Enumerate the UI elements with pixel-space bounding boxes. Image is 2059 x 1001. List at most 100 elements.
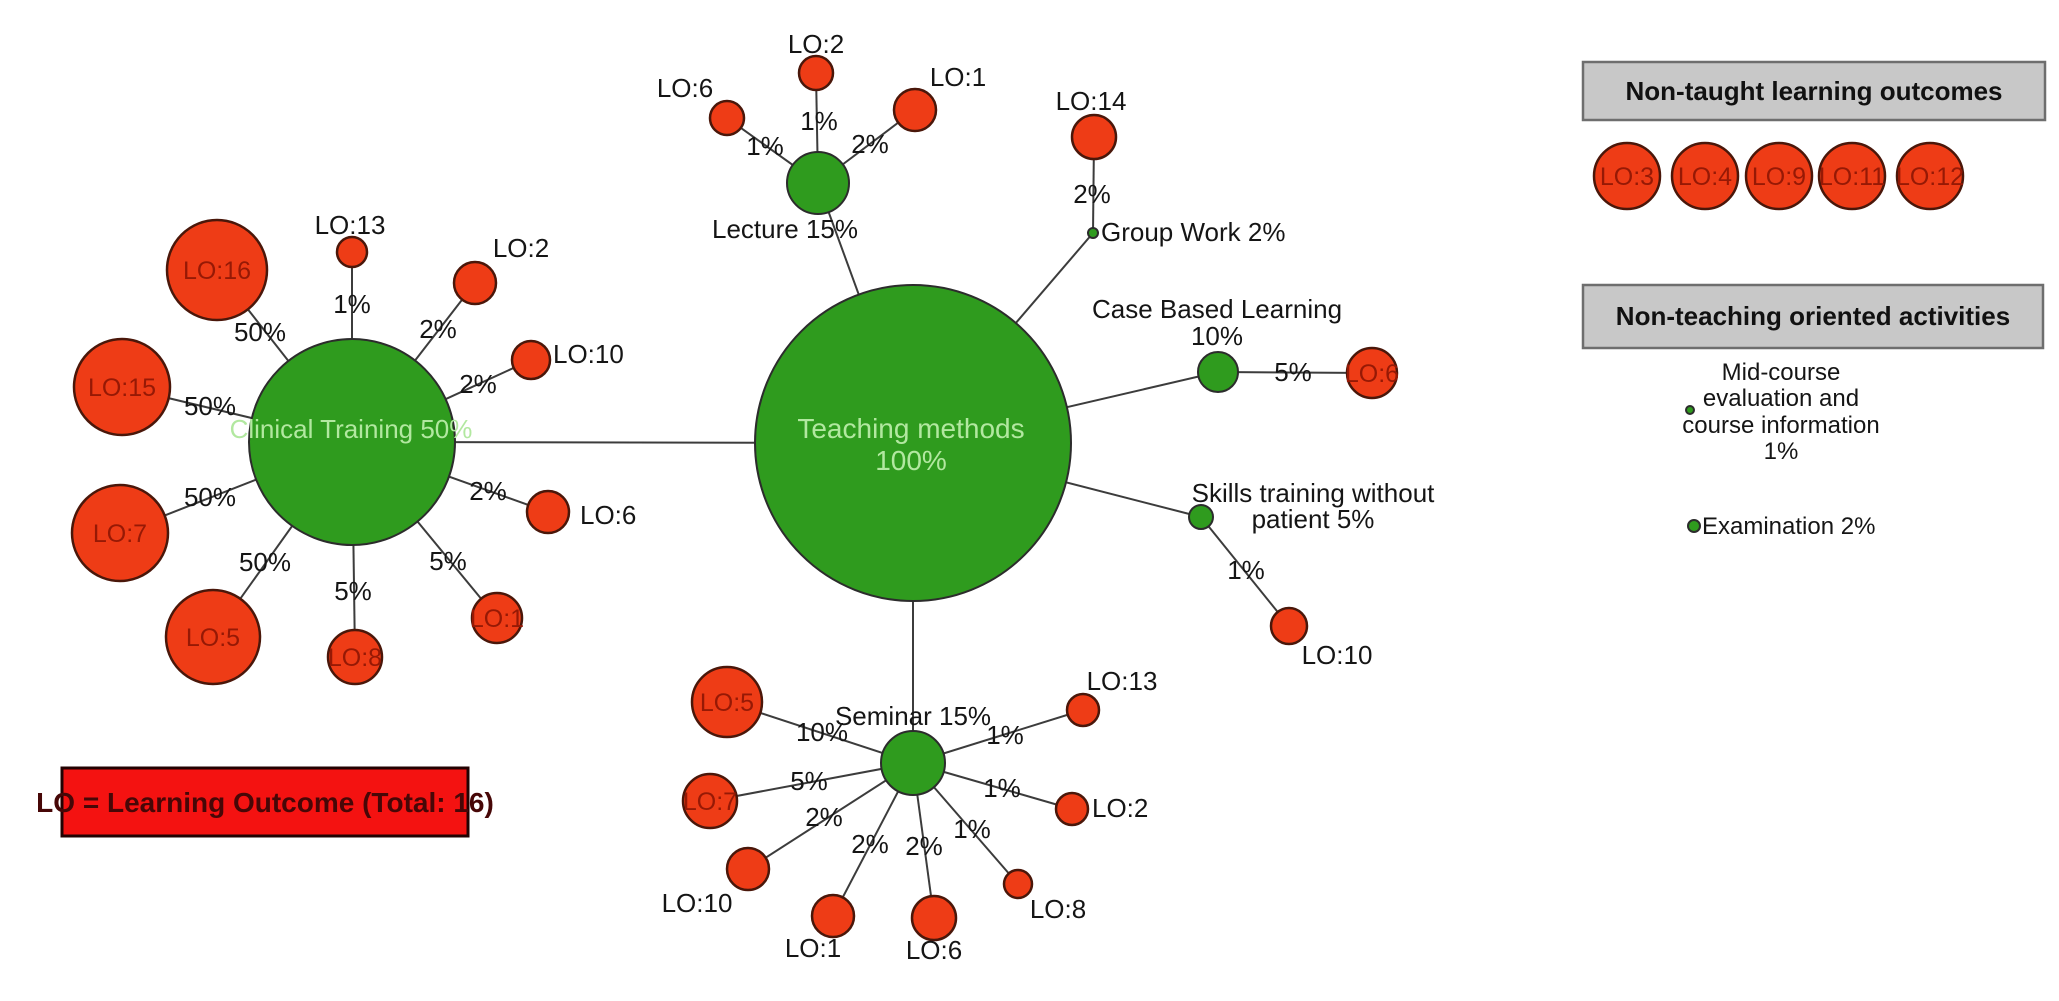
clinical-lo16-pct: 50% bbox=[234, 317, 286, 347]
node-seminar-lo5 bbox=[690, 665, 764, 739]
node-teaching-methods bbox=[754, 284, 1072, 602]
non-taught-lo12-label: LO:12 bbox=[1896, 163, 1964, 191]
groupwork-lo14-label: LO:14 bbox=[1056, 86, 1127, 116]
lecture-lo6-label: LO:6 bbox=[657, 73, 713, 103]
clinical-lo1-pct: 5% bbox=[429, 546, 467, 576]
seminar-lo6-pct: 2% bbox=[905, 831, 943, 861]
node-clinical-lo1 bbox=[470, 591, 524, 645]
non-taught-lo3-label: LO:3 bbox=[1600, 163, 1654, 191]
seminar-lo5-label: LO:5 bbox=[700, 689, 754, 717]
lecture-lo1-pct: 2% bbox=[851, 129, 889, 159]
node-seminar-lo7 bbox=[681, 772, 739, 830]
seminar-lo8-label: LO:8 bbox=[1030, 894, 1086, 924]
clinical-lo6-label: LO:6 bbox=[580, 500, 636, 530]
clinical-lo7-label: LO:7 bbox=[93, 520, 147, 548]
clinical-lo5-pct: 50% bbox=[239, 547, 291, 577]
seminar-label: Seminar 15% bbox=[835, 701, 991, 731]
panel-non-teaching: Non-teaching oriented activities Mid-cou… bbox=[1581, 283, 2045, 540]
legend-note-text: LO = Learning Outcome (Total: 16) bbox=[36, 787, 494, 818]
clinical-lo1-label: LO:1 bbox=[470, 605, 524, 633]
casebased-lo6-pct: 5% bbox=[1274, 357, 1312, 387]
mid-course-line1: Mid-course bbox=[1722, 359, 1841, 386]
node-seminar-lo8 bbox=[1002, 868, 1034, 900]
node-seminar-lo13 bbox=[1065, 692, 1101, 728]
node-lecture-lo2 bbox=[797, 54, 835, 92]
node-seminar-lo2 bbox=[1054, 791, 1090, 827]
teaching-methods-pct: 100% bbox=[875, 445, 947, 476]
non-taught-lo12-circle bbox=[1895, 141, 1965, 211]
skills-lo10-pct: 1% bbox=[1227, 555, 1265, 585]
teaching-methods-label: Teaching methods bbox=[797, 413, 1024, 444]
clinical-lo15-pct: 50% bbox=[184, 391, 236, 421]
seminar-lo5-pct: 10% bbox=[796, 717, 848, 747]
node-lecture-lo1 bbox=[892, 87, 938, 133]
node-clinical-lo6 bbox=[525, 489, 571, 535]
non-taught-lo9-circle bbox=[1744, 141, 1814, 211]
non-taught-lo9-label: LO:9 bbox=[1752, 163, 1806, 191]
seminar-lo13-label: LO:13 bbox=[1087, 666, 1158, 696]
seminar-lo2-label: LO:2 bbox=[1092, 793, 1148, 823]
node-group-work-dot bbox=[1087, 227, 1099, 239]
non-taught-lo3-circle bbox=[1592, 141, 1662, 211]
seminar-lo7-label: LO:7 bbox=[683, 788, 737, 816]
non-taught-header-box bbox=[1581, 60, 2047, 122]
panel-non-taught: Non-taught learning outcomes LO:3 LO:4 L… bbox=[1581, 60, 2047, 211]
casebased-lo6-label: LO:6 bbox=[1345, 360, 1399, 388]
clinical-lo13-label: LO:13 bbox=[315, 210, 386, 240]
seminar-lo1-pct: 2% bbox=[851, 829, 889, 859]
seminar-lo10-label: LO:10 bbox=[662, 888, 733, 918]
node-clinical-lo15 bbox=[72, 337, 172, 437]
edge-seminar-lo7 bbox=[709, 762, 914, 802]
legend-note-box bbox=[60, 766, 470, 838]
clinical-training-label: Clinical Training 50% bbox=[230, 414, 473, 444]
node-clinical-lo5 bbox=[164, 588, 262, 686]
seminar-lo2-pct: 1% bbox=[983, 773, 1021, 803]
seminar-lo10-pct: 2% bbox=[805, 802, 843, 832]
seminar-lo6-label: LO:6 bbox=[906, 935, 962, 965]
mid-course-dot bbox=[1685, 405, 1695, 415]
non-taught-lo4-label: LO:4 bbox=[1678, 163, 1732, 191]
lecture-lo6-pct: 1% bbox=[746, 131, 784, 161]
legend-note: LO = Learning Outcome (Total: 16) bbox=[36, 766, 494, 838]
mid-course-line3: course information bbox=[1682, 412, 1879, 439]
non-taught-lo11-label: LO:11 bbox=[1819, 163, 1885, 191]
node-skills-lo10 bbox=[1269, 606, 1309, 646]
examination-dot bbox=[1687, 519, 1701, 533]
node-clinical-lo10 bbox=[510, 339, 552, 381]
seminar-lo13-pct: 1% bbox=[986, 720, 1024, 750]
case-based-label: Case Based Learning bbox=[1092, 294, 1342, 324]
node-seminar-lo10 bbox=[725, 846, 771, 892]
skills-lo10-label: LO:10 bbox=[1302, 640, 1373, 670]
lecture-label: Lecture 15% bbox=[712, 214, 858, 244]
examination-label: Examination 2% bbox=[1702, 513, 1875, 540]
non-teaching-header-box bbox=[1581, 283, 2045, 350]
nodes bbox=[70, 54, 1399, 942]
clinical-lo7-pct: 50% bbox=[184, 482, 236, 512]
non-teaching-title: Non-teaching oriented activities bbox=[1616, 301, 2010, 331]
node-clinical-lo8 bbox=[326, 628, 384, 686]
clinical-lo2-pct: 2% bbox=[419, 314, 457, 344]
groupwork-lo14-pct: 2% bbox=[1073, 179, 1111, 209]
edge-skills-lo10 bbox=[1200, 516, 1290, 627]
clinical-lo13-pct: 1% bbox=[333, 289, 371, 319]
clinical-lo8-label: LO:8 bbox=[328, 644, 382, 672]
clinical-lo10-pct: 2% bbox=[459, 369, 497, 399]
case-based-pct: 10% bbox=[1191, 321, 1243, 351]
node-casebased-lo6 bbox=[1345, 346, 1399, 400]
node-lecture bbox=[786, 151, 850, 215]
seminar-lo8-pct: 1% bbox=[953, 814, 991, 844]
node-clinical-lo2 bbox=[452, 260, 498, 306]
node-clinical-training bbox=[248, 338, 456, 546]
clinical-lo8-pct: 5% bbox=[334, 576, 372, 606]
node-case-based bbox=[1197, 351, 1239, 393]
node-clinical-lo16 bbox=[165, 218, 269, 322]
node-seminar-lo6 bbox=[910, 894, 958, 942]
seminar-lo1-label: LO:1 bbox=[785, 933, 841, 963]
non-taught-lo4-circle bbox=[1670, 141, 1740, 211]
lecture-lo2-pct: 1% bbox=[800, 106, 838, 136]
clinical-lo5-label: LO:5 bbox=[186, 624, 240, 652]
clinical-lo10-label: LO:10 bbox=[553, 339, 624, 369]
skills-label-line1: Skills training without bbox=[1192, 478, 1436, 508]
lecture-lo1-label: LO:1 bbox=[930, 62, 986, 92]
